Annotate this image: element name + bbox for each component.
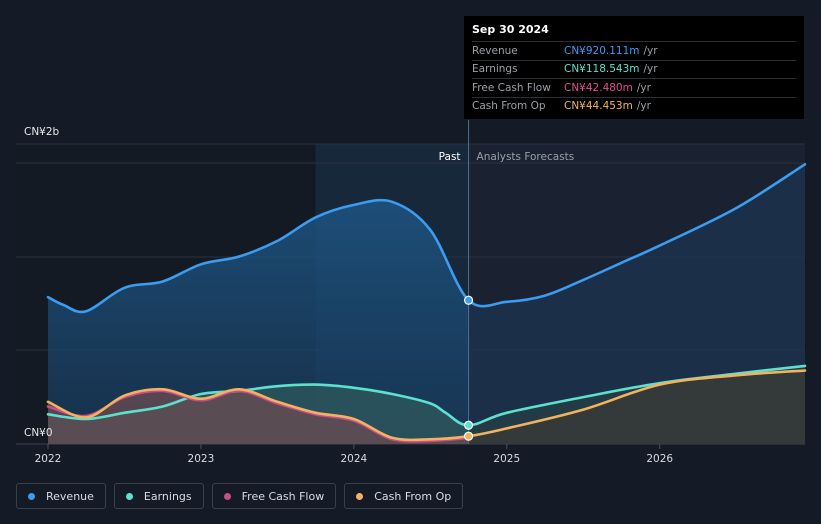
x-tick-label: 2024 [340,453,367,465]
tooltip-label: Revenue [472,44,518,57]
x-tick-label: 2025 [493,453,520,465]
tooltip-value: CN¥920.111m [564,44,640,57]
y-axis-bottom-label: CN¥0 [24,427,53,439]
tooltip-label: Earnings [472,63,518,76]
legend-item-cash-from-op[interactable]: Cash From Op [344,483,464,509]
legend-item-free-cash-flow[interactable]: Free Cash Flow [211,483,337,509]
series-line-earnings [46,364,807,427]
tooltip-row-earnings: Earnings CN¥118.543m /yr [472,59,796,79]
legend-dot-icon [28,492,35,500]
legend-label: Earnings [143,489,192,503]
tooltip-label: Free Cash Flow [472,81,551,94]
legend-label: Revenue [46,489,94,503]
tooltip-value: CN¥118.543m [564,63,640,76]
free-cash-flow-area [48,390,469,444]
legend-dot-icon [125,492,133,500]
forecast-label: Analysts Forecasts [477,151,575,163]
revenue-area-forecast [468,164,805,444]
tooltip-date: Sep 30 2024 [472,23,549,36]
tooltip-row-revenue: Revenue CN¥920.111m /yr [472,41,796,60]
tooltip-unit: /yr [636,100,651,113]
tooltip-row-free-cash-flow: Free Cash Flow CN¥42.480m /yr [472,78,796,97]
legend-item-revenue[interactable]: Revenue [16,483,106,509]
x-tick-label: 2023 [188,453,215,465]
series-line-revenue [46,163,807,314]
cash-from-op-area [48,389,469,444]
tooltip-value: CN¥44.453m [564,100,633,113]
data-point-marker [463,431,474,441]
legend-label: Cash From Op [374,489,452,503]
tooltip-panel: Sep 30 2024 Revenue CN¥920.111m /yr Earn… [464,16,804,119]
legend-label: Free Cash Flow [241,489,325,503]
past-label: Past [439,151,461,163]
tooltip-label: Cash From Op [472,100,546,113]
revenue-area-past [48,200,469,444]
x-tick-label: 2022 [35,453,62,465]
legend-dot-icon [356,492,364,500]
data-point-marker [463,420,474,430]
tooltip-unit: /yr [643,63,658,76]
legend-item-earnings[interactable]: Earnings [113,483,204,509]
legend-dot-icon [223,492,231,500]
tooltip-row-cash-from-op: Cash From Op CN¥44.453m /yr [472,96,796,116]
tooltip-unit: /yr [643,44,658,57]
cash-from-op-area-forecast [468,370,805,444]
chart-legend: Revenue Earnings Free Cash Flow Cash Fro… [16,483,464,509]
y-axis-top-label: CN¥2b [24,126,60,138]
tooltip-value: CN¥42.480m [564,81,633,94]
tooltip-unit: /yr [636,81,651,94]
data-point-marker [463,295,474,305]
x-tick-label: 2026 [646,453,673,465]
series-line-cash-from-op [46,369,807,442]
